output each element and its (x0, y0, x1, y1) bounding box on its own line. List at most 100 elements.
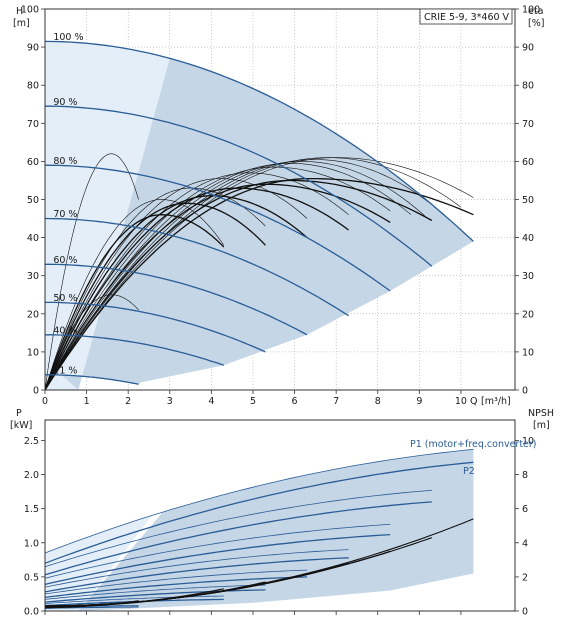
head-curve-label: 40 % (53, 325, 77, 336)
eta-tick-label: 90 (522, 43, 534, 54)
power-chart-frame (44, 419, 516, 612)
operating-region (61, 58, 474, 391)
q-tick-label: 1 (84, 396, 90, 407)
h-tick-label: 50 (27, 195, 39, 206)
x-axis-unit: [m³/h] (481, 396, 511, 407)
head-curve-label: 21 % (53, 365, 77, 376)
p1-curve (44, 524, 391, 579)
npsh-tick-label: 8 (522, 470, 528, 481)
head-chart-frame (44, 8, 516, 391)
eta-curve (44, 157, 474, 391)
eta-curve (44, 166, 391, 391)
head-curve-label: 90 % (53, 97, 77, 108)
head-curve-label: 50 % (53, 293, 77, 304)
head-chart-operating-area (45, 41, 474, 391)
p1-curve (44, 448, 474, 554)
h-tick-label: 0 (33, 386, 39, 397)
h-axis-unit: [m] (13, 18, 30, 29)
p2-curve (44, 461, 474, 564)
npsh-curve (45, 600, 139, 609)
h-tick-label: 10 (27, 347, 39, 358)
eta-curve-bold (44, 177, 474, 391)
eta-curve (44, 178, 308, 391)
q-tick-label: 4 (208, 396, 214, 407)
eta-curve (44, 159, 445, 391)
h-tick-label: 90 (27, 43, 39, 54)
eta-tick-label: 70 (522, 119, 534, 130)
eta-tick-label: 40 (522, 233, 534, 244)
eta-tick-label: 50 (522, 195, 534, 206)
npsh-tick-label: 6 (522, 504, 528, 515)
q-tick-label: 6 (292, 396, 298, 407)
h-tick-label: 30 (27, 271, 39, 282)
head-curve-label: 70 % (53, 209, 77, 220)
p-tick-label: 0.0 (24, 607, 39, 618)
p1-curve (44, 584, 266, 600)
h-tick-label: 40 (27, 233, 39, 244)
eta-axis-label: eta (528, 6, 543, 17)
h-tick-label: 20 (27, 309, 39, 320)
npsh-tick-label: 4 (522, 538, 528, 549)
p-axis-label: P (16, 408, 22, 419)
power-chart-operating-area (45, 449, 474, 611)
h-tick-label: 100 (21, 5, 39, 16)
head-curve-label: 80 % (53, 156, 77, 167)
h-tick-label: 70 (27, 119, 39, 130)
eta-curve-bold (44, 214, 225, 391)
power-npsh-chart: 0.0 0.5 1.0 1.5 2.0 2.5 0 2 4 6 8 10 P [kW] NPSH [m… (10, 408, 554, 618)
eta-curve (44, 157, 462, 391)
eta-tick-label: 0 (522, 386, 528, 397)
q-tick-label: 0 (42, 396, 48, 407)
p2-curve (44, 501, 432, 576)
head-chart-ticks: 0102030405060708090100010203040506070809… (21, 5, 540, 408)
head-curve (44, 40, 474, 242)
eta-tick-label: 60 (522, 157, 534, 168)
head-curves: 100 % 90 % 80 % 70 % 60 % 50 % 40 % 21 % (44, 32, 474, 385)
eta-tick-label: 80 (522, 81, 534, 92)
efficiency-curves (44, 153, 474, 391)
h-tick-label: 80 (27, 81, 39, 92)
p-tick-label: 2.5 (24, 436, 39, 447)
p1-curve (44, 595, 224, 604)
h-axis-label: H (16, 6, 23, 17)
eta-curve (44, 172, 349, 391)
head-chart: 100 %90 %80 %70 %60 %50 %40 %21 % 010203… (13, 5, 544, 408)
head-curve-label: 60 % (53, 255, 77, 266)
legend-p2: P2 (463, 466, 475, 477)
npsh-axis-label: NPSH (528, 408, 554, 419)
eta-curve (44, 153, 139, 391)
head-curve (44, 164, 391, 292)
power-chart-ticks: 0.0 0.5 1.0 1.5 2.0 2.5 0 2 4 6 8 10 (24, 436, 534, 618)
head-curve (45, 263, 308, 336)
q-tick-label: 3 (167, 396, 173, 407)
q-tick-label: 8 (375, 396, 381, 407)
head-curve (45, 334, 225, 366)
eta-curve (44, 161, 428, 391)
eta-curve-bold (44, 179, 433, 391)
p1-curve (44, 489, 432, 568)
p1-curve (44, 569, 308, 595)
h-tick-label: 60 (27, 157, 39, 168)
p2-curve (44, 576, 308, 599)
eta-tick-label: 100 (522, 5, 540, 16)
q-tick-label: 10 (455, 396, 467, 407)
p-tick-label: 2.0 (24, 470, 39, 481)
npsh-tick-label: 10 (522, 436, 534, 447)
eta-curve (44, 199, 225, 391)
npsh-tick-label: 2 (522, 572, 528, 583)
eta-axis-unit: [%] (528, 18, 544, 29)
p-axis-unit: [kW] (10, 420, 32, 431)
x-axis-label: Q (470, 396, 477, 407)
head-curve (44, 217, 349, 317)
legend-p1: P1 (motor+freq.converter) (410, 439, 537, 450)
q-tick-label: 5 (250, 396, 256, 407)
eta-curve-bold (44, 202, 266, 391)
head-curve (45, 105, 433, 267)
p-tick-label: 1.0 (24, 538, 39, 549)
q-tick-label: 9 (416, 396, 422, 407)
power-operating-region (78, 449, 474, 611)
head-curve (45, 374, 139, 385)
p2-curve (44, 557, 349, 593)
head-curve (45, 301, 266, 353)
